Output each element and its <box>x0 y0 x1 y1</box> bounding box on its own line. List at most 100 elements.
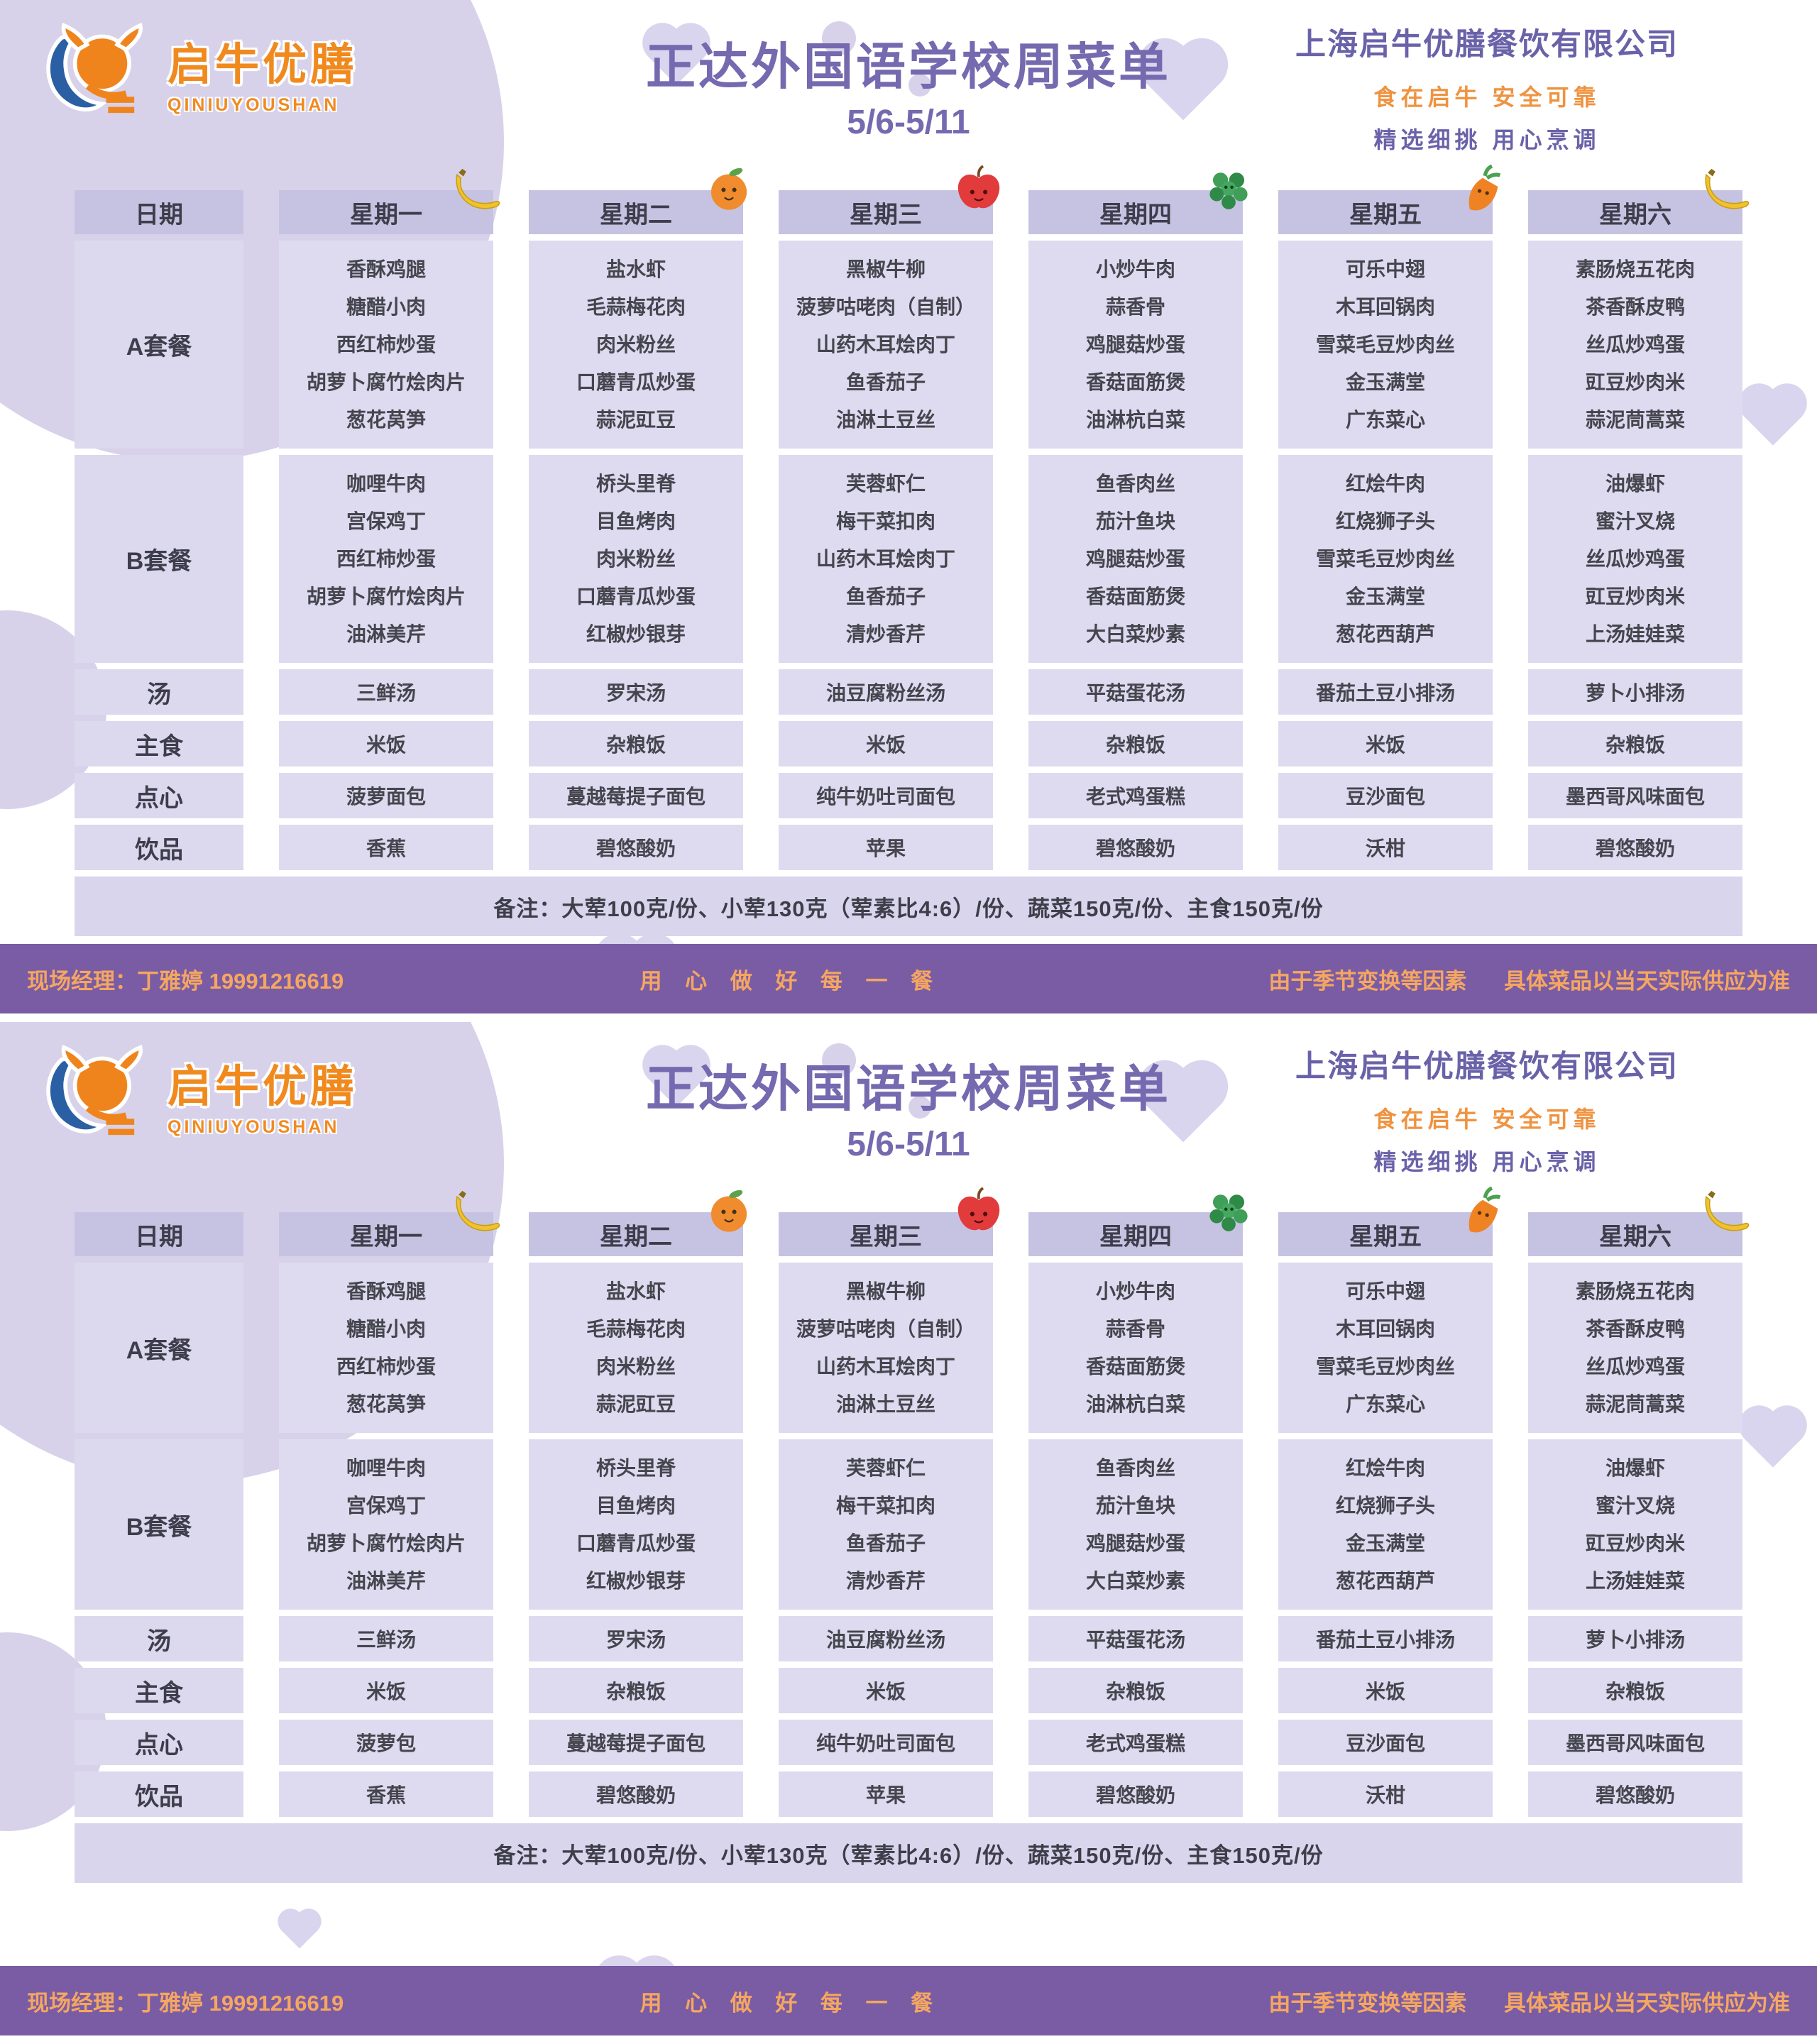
company-logo: 启牛优膳 QINIUYOUSHAN <box>40 18 358 125</box>
menu-cell: 墨西哥风味面包 <box>1528 1720 1742 1765</box>
dish-item: 小炒牛肉 <box>1095 258 1175 280</box>
dish-item: 目鱼烤肉 <box>595 510 676 532</box>
dish-item: 鸡腿菇炒蛋 <box>1085 548 1185 570</box>
menu-cell: 米饭 <box>279 1668 493 1713</box>
day-name: 星期二 <box>600 201 672 229</box>
menu-cell: 香蕉 <box>279 1771 493 1817</box>
menu-cell: 红烩牛肉 红烧狮子头 金玉满堂 葱花西葫芦 <box>1278 1439 1493 1610</box>
menu-cell: 米饭 <box>1278 1668 1493 1713</box>
dish-item: 西红柿炒蛋 <box>336 1356 436 1378</box>
dish-item: 素肠烧五花肉 <box>1575 1280 1695 1302</box>
day-header: 星期五 <box>1278 164 1501 234</box>
company-slogan-1: 食在启牛 安全可靠 <box>1373 1106 1601 1132</box>
menu-cell: 蔓越莓提子面包 <box>529 773 743 818</box>
dish-item: 黑椒牛柳 <box>845 1280 926 1302</box>
menu-cell: 杂粮饭 <box>1028 721 1243 766</box>
dish-item: 葱花西葫芦 <box>1335 1570 1435 1592</box>
day-header: 星期五 <box>1278 1186 1501 1256</box>
menu-cell: 杂粮饭 <box>529 721 743 766</box>
menu-cell: 老式鸡蛋糕 <box>1028 1720 1243 1765</box>
menu-cell: 蔓越莓提子面包 <box>529 1720 743 1765</box>
footer-bar: 现场经理：丁雅婷 19991216619 用 心 做 好 每 一 餐 由于季节变… <box>0 944 1817 1013</box>
dish-item: 蜜汁叉烧 <box>1595 510 1675 532</box>
dish-item: 肉米粉丝 <box>595 548 676 570</box>
menu-cell: 碧悠酸奶 <box>529 1771 743 1817</box>
menu-cell: 萝卜小排汤 <box>1528 1616 1742 1661</box>
menu-cell: 素肠烧五花肉 茶香酥皮鸭 丝瓜炒鸡蛋 蒜泥茼蒿菜 <box>1528 1263 1742 1433</box>
page-title: 正达外国语学校周菜单 <box>646 1061 1171 1116</box>
menu-cell: 碧悠酸奶 <box>1528 1771 1742 1817</box>
dish-item: 豇豆炒肉米 <box>1585 371 1685 393</box>
meal-a-label: A套餐 <box>75 1263 243 1433</box>
dish-item: 木耳回锅肉 <box>1335 296 1435 318</box>
menu-cell: 杂粮饭 <box>1528 721 1742 766</box>
date-range: 5/6-5/11 <box>847 1126 970 1163</box>
dish-item: 油淋土豆丝 <box>835 409 935 431</box>
dish-item: 丝瓜炒鸡蛋 <box>1585 548 1685 570</box>
dish-item: 宫保鸡丁 <box>346 1495 426 1517</box>
dish-item: 金玉满堂 <box>1345 586 1425 608</box>
dish-item: 红烩牛肉 <box>1345 1457 1425 1479</box>
menu-cell: 杂粮饭 <box>1528 1668 1742 1713</box>
menu-cell: 三鲜汤 <box>279 669 493 715</box>
menu-cell: 小炒牛肉 蒜香骨 鸡腿菇炒蛋 香菇面筋煲 油淋杭白菜 <box>1028 241 1243 449</box>
menu-cell: 桥头里脊 目鱼烤肉 口蘑青瓜炒蛋 红椒炒银芽 <box>529 1439 743 1610</box>
site-manager-contact: 现场经理：丁雅婷 19991216619 <box>27 968 344 994</box>
day-header: 星期二 <box>529 1189 747 1256</box>
dish-item: 黑椒牛柳 <box>845 258 926 280</box>
dish-item: 香酥鸡腿 <box>346 1280 426 1302</box>
date-range: 5/6-5/11 <box>847 104 970 141</box>
menu-cell: 墨西哥风味面包 <box>1528 773 1742 818</box>
dish-item: 盐水虾 <box>605 1280 666 1302</box>
dish-item: 桥头里脊 <box>595 1457 676 1479</box>
dish-item: 雪菜毛豆炒肉丝 <box>1315 548 1455 570</box>
menu-cell: 米饭 <box>279 721 493 766</box>
dish-item: 葱花西葫芦 <box>1335 623 1435 645</box>
menu-cell: 沃柑 <box>1278 1771 1493 1817</box>
dish-item: 大白菜炒素 <box>1085 623 1185 645</box>
dish-item: 口蘑青瓜炒蛋 <box>576 371 696 393</box>
dish-item: 梅干菜扣肉 <box>835 510 935 532</box>
date-column-header: 日期 <box>75 190 243 234</box>
logo-name: 启牛优膳 <box>168 1062 358 1111</box>
day-name: 星期一 <box>350 201 422 229</box>
dish-item: 可乐中翅 <box>1345 258 1425 280</box>
dish-item: 金玉满堂 <box>1345 1532 1425 1554</box>
dish-item: 油淋土豆丝 <box>835 1393 935 1415</box>
poster-title-block: 正达外国语学校周菜单 5/6-5/11 <box>646 1049 1171 1164</box>
dish-item: 胡萝卜腐竹烩肉片 <box>306 371 466 393</box>
day-name: 星期六 <box>1599 1223 1671 1251</box>
menu-cell: 鱼香肉丝 茄汁鱼块 鸡腿菇炒蛋 香菇面筋煲 大白菜炒素 <box>1028 455 1243 663</box>
menu-cell: 三鲜汤 <box>279 1616 493 1661</box>
bull-chef-logo-icon <box>46 1044 143 1136</box>
dish-item: 雪菜毛豆炒肉丝 <box>1315 334 1455 356</box>
footer-bar: 现场经理：丁雅婷 19991216619 用 心 做 好 每 一 餐 由于季节变… <box>0 1966 1817 2035</box>
day-header: 星期四 <box>1028 172 1248 234</box>
menu-cell: 芙蓉虾仁 梅干菜扣肉 鱼香茄子 清炒香芹 <box>779 1439 993 1610</box>
dish-item: 广东菜心 <box>1345 1393 1425 1415</box>
day-header: 星期一 <box>279 168 500 234</box>
menu-cell: 咖哩牛肉 宫保鸡丁 西红柿炒蛋 胡萝卜腐竹烩肉片 油淋美芹 <box>279 455 493 663</box>
dish-item: 芙蓉虾仁 <box>845 473 926 495</box>
menu-cell: 米饭 <box>779 721 993 766</box>
menu-cell: 番茄土豆小排汤 <box>1278 669 1493 715</box>
menu-cell: 碧悠酸奶 <box>529 825 743 870</box>
dish-item: 蒜香骨 <box>1105 1318 1165 1340</box>
dish-item: 丝瓜炒鸡蛋 <box>1585 1356 1685 1378</box>
logo-subtitle: QINIUYOUSHAN <box>168 1116 340 1137</box>
dish-item: 茄汁鱼块 <box>1095 1495 1175 1517</box>
dish-item: 西红柿炒蛋 <box>336 334 436 356</box>
menu-cell: 杂粮饭 <box>529 1668 743 1713</box>
menu-cell: 油爆虾 蜜汁叉烧 豇豆炒肉米 上汤娃娃菜 <box>1528 1439 1742 1610</box>
logo-name: 启牛优膳 <box>168 40 358 89</box>
dish-item: 可乐中翅 <box>1345 1280 1425 1302</box>
menu-cell: 纯牛奶吐司面包 <box>779 773 993 818</box>
menu-cell: 罗宋汤 <box>529 1616 743 1661</box>
dish-item: 香菇面筋煲 <box>1085 1356 1185 1378</box>
dish-item: 丝瓜炒鸡蛋 <box>1585 334 1685 356</box>
day-name: 星期四 <box>1099 201 1172 229</box>
footer-slogan: 用 心 做 好 每 一 餐 <box>639 1990 942 2016</box>
menu-cell: 番茄土豆小排汤 <box>1278 1616 1493 1661</box>
menu-cell: 碧悠酸奶 <box>1028 825 1243 870</box>
menu-cell: 可乐中翅 木耳回锅肉 雪菜毛豆炒肉丝 金玉满堂 广东菜心 <box>1278 241 1493 449</box>
